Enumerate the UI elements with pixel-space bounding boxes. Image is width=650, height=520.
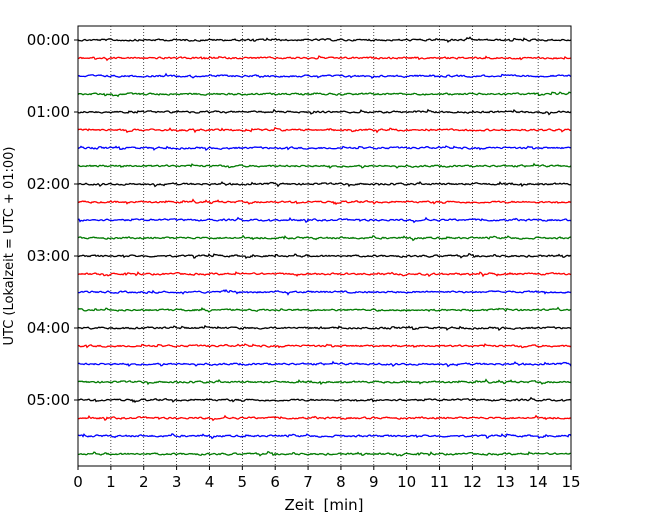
x-tick-label: 13 <box>496 473 515 491</box>
y-tick-label: 04:00 <box>27 319 70 337</box>
trace-line-0545 <box>77 450 572 457</box>
x-tick-label: 2 <box>139 473 149 491</box>
x-axis-label: Zeit [min] <box>284 496 363 514</box>
trace-line-0330 <box>77 289 572 296</box>
x-tick-label: 7 <box>303 473 313 491</box>
y-tick-label: 02:00 <box>27 175 70 193</box>
x-tick-label: 4 <box>205 473 215 491</box>
trace-line-0215 <box>77 198 572 206</box>
trace-line-0200 <box>77 181 572 188</box>
x-tick-label: 9 <box>369 473 379 491</box>
trace-line-0115 <box>77 126 571 134</box>
plot-frame <box>77 25 572 467</box>
y-axis-label: UTC (Lokalzeit = UTC + 01:00) <box>2 147 17 346</box>
trace-line-0245 <box>77 234 572 242</box>
trace-line-0530 <box>77 433 572 440</box>
x-tick-label: 6 <box>270 473 280 491</box>
trace-line-0015 <box>77 55 572 62</box>
x-tick-label: 15 <box>561 473 580 491</box>
x-tick-label: 8 <box>336 473 346 491</box>
trace-line-0430 <box>77 360 572 368</box>
trace-line-0045 <box>77 91 572 98</box>
trace-line-0145 <box>77 162 572 169</box>
y-tick-label: 05:00 <box>27 391 70 409</box>
y-tick-label: 03:00 <box>27 247 70 265</box>
x-tick-label: 12 <box>463 473 482 491</box>
seismogram-traces <box>77 36 572 457</box>
trace-line-0000 <box>77 36 572 44</box>
trace-line-0230 <box>77 216 572 224</box>
y-tick-label: 01:00 <box>27 103 70 121</box>
x-tick-label: 3 <box>172 473 182 491</box>
y-tick-label: 00:00 <box>27 31 70 49</box>
trace-line-0100 <box>77 108 572 116</box>
y-axis-ticks: 00:00 01:00 02:00 03:00 04:00 05:00 <box>27 31 78 409</box>
x-tick-label: 14 <box>529 473 548 491</box>
trace-line-0130 <box>77 145 572 151</box>
trace-line-0500 <box>77 396 572 404</box>
trace-line-0400 <box>77 324 572 331</box>
trace-line-0300 <box>77 252 572 260</box>
x-tick-label: 5 <box>238 473 248 491</box>
trace-line-0345 <box>77 306 572 313</box>
grid-lines <box>110 26 539 466</box>
trace-line-0030 <box>77 72 572 80</box>
x-tick-label: 11 <box>430 473 449 491</box>
x-axis-ticks: 0 1 2 3 4 5 6 7 8 9 10 11 12 13 14 15 <box>73 466 581 491</box>
x-tick-label: 0 <box>73 473 83 491</box>
trace-line-0515 <box>77 414 572 422</box>
trace-line-0415 <box>77 343 572 349</box>
trace-line-0445 <box>77 378 572 386</box>
x-tick-label: 1 <box>106 473 116 491</box>
x-tick-label: 10 <box>397 473 416 491</box>
trace-line-0315 <box>77 271 572 278</box>
